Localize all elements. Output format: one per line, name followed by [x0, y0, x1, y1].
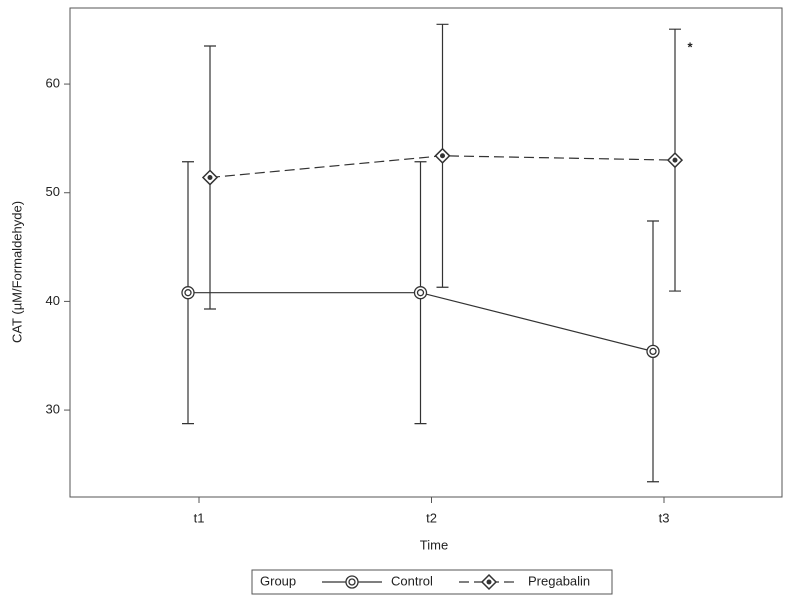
marker — [181, 286, 195, 300]
marker-ring — [416, 289, 425, 297]
x-tick-label: t3 — [659, 510, 670, 525]
legend-title: Group — [260, 573, 296, 588]
marker — [666, 152, 684, 169]
marker-ring — [345, 575, 359, 589]
legend-label: Control — [391, 573, 433, 588]
marker — [434, 147, 451, 164]
legend-label: Pregabalin — [528, 573, 590, 588]
x-axis-label: Time — [420, 537, 448, 552]
y-tick-label: 60 — [46, 76, 60, 91]
marker — [413, 286, 428, 300]
y-tick-label: 50 — [46, 184, 60, 199]
marker-ring — [413, 286, 428, 300]
marker-ring — [181, 286, 195, 300]
marker-ring — [649, 347, 657, 356]
marker — [646, 344, 660, 359]
legend-marker — [345, 575, 359, 589]
y-tick-label: 30 — [46, 402, 60, 417]
y-tick-label: 40 — [46, 293, 60, 308]
annotation: * — [687, 39, 693, 54]
plot-frame — [69, 7, 783, 498]
marker-dot — [440, 153, 445, 159]
marker-dot — [207, 175, 213, 181]
marker-ring — [184, 289, 192, 297]
legend-box — [251, 569, 613, 595]
marker-ring — [348, 578, 356, 586]
marker-ring — [646, 344, 660, 359]
marker — [201, 169, 219, 186]
legend-marker — [480, 573, 498, 591]
x-tick-label: t1 — [194, 510, 205, 525]
y-axis-label: CAT (µM/Formaldehyde) — [9, 201, 24, 343]
x-tick-label: t2 — [426, 510, 437, 525]
marker-dot — [486, 579, 492, 585]
marker-dot — [672, 157, 678, 163]
